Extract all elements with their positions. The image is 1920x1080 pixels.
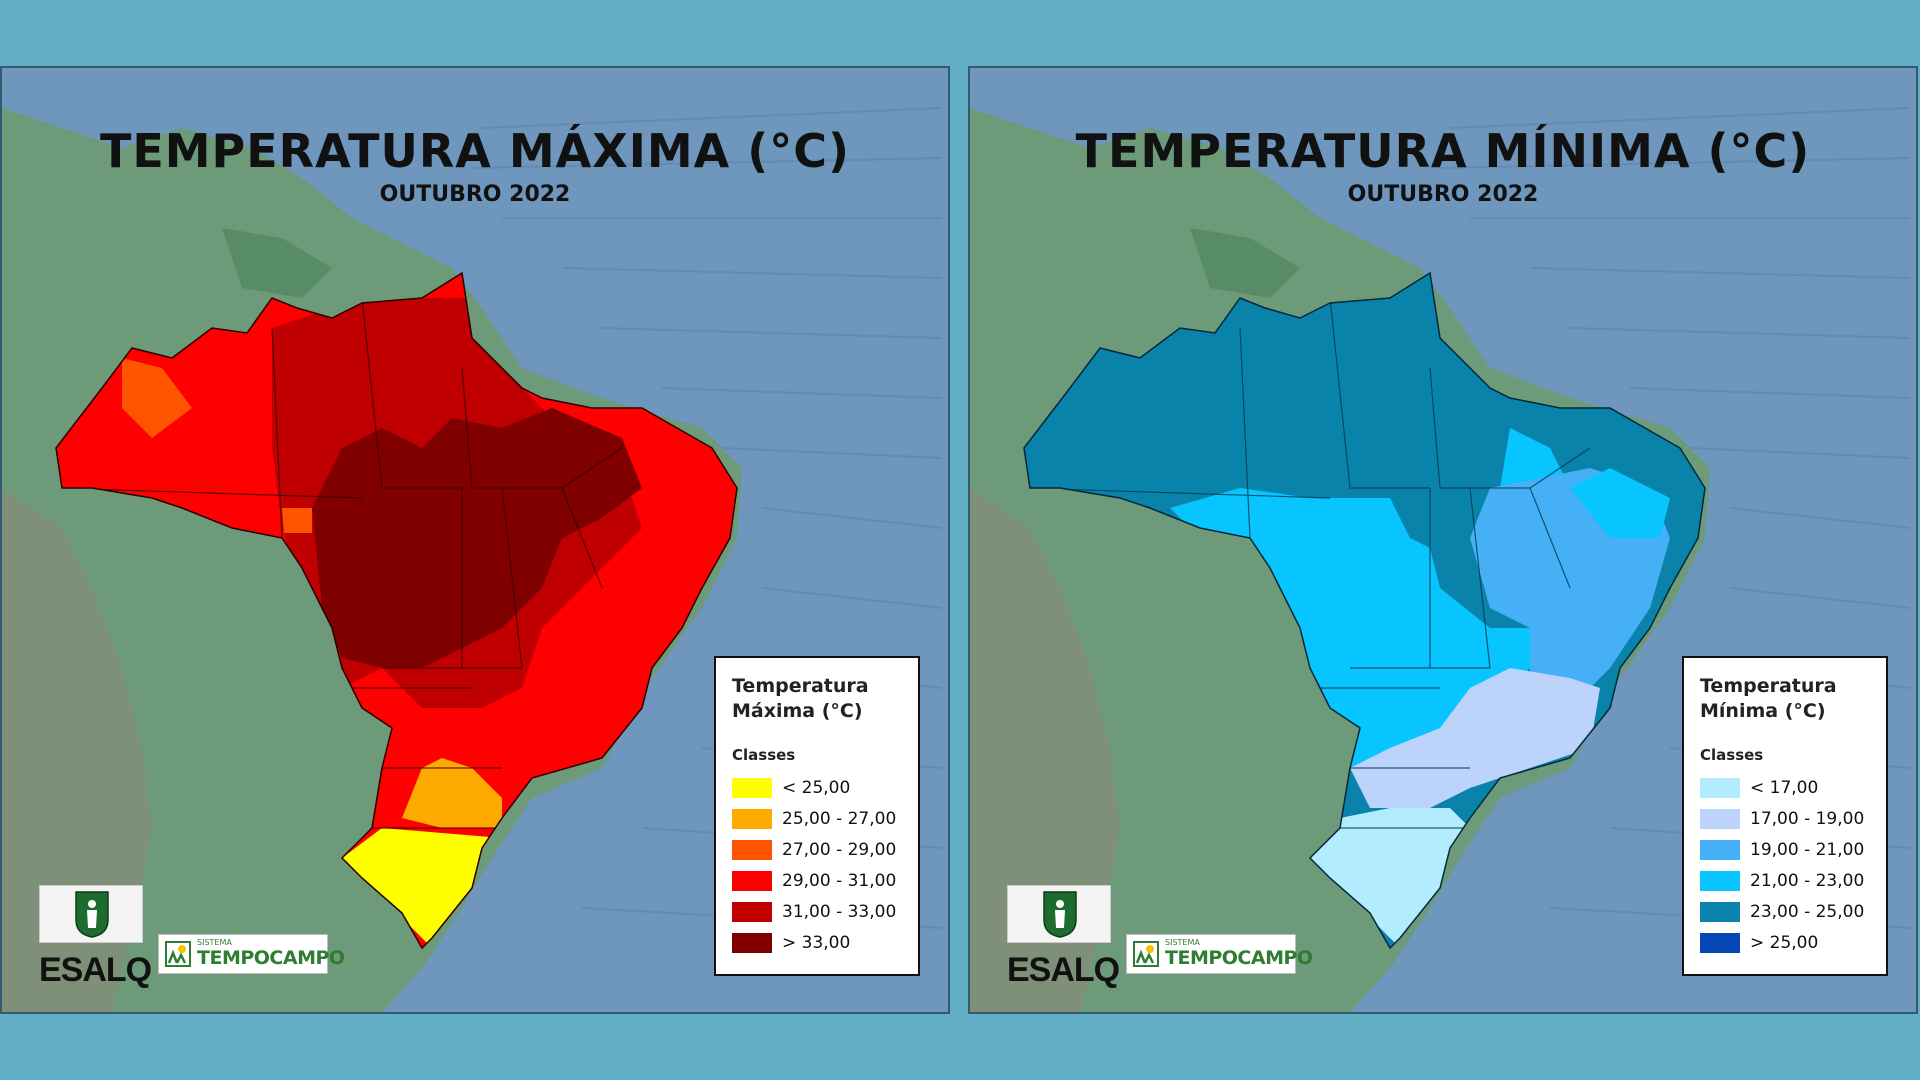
legend-swatch xyxy=(1700,932,1740,953)
legend-class-row: 27,00 - 29,00 xyxy=(732,834,904,865)
legend-swatch xyxy=(1700,839,1740,860)
legend-class-row: > 25,00 xyxy=(1700,927,1872,958)
zone-17-19 xyxy=(1350,668,1600,808)
esalq-emblem xyxy=(1007,885,1111,943)
min-temperature-map xyxy=(970,68,1916,1012)
legend-swatch xyxy=(1700,777,1740,798)
map-legend: Temperatura Mínima (°C) Classes < 17,00 … xyxy=(1682,656,1888,976)
shield-icon xyxy=(1043,891,1077,938)
legend-swatch xyxy=(732,870,772,891)
legend-class-label: 31,00 - 33,00 xyxy=(782,901,897,922)
legend-swatch xyxy=(732,839,772,860)
legend-class-label: 21,00 - 23,00 xyxy=(1750,870,1865,891)
state-boundaries xyxy=(56,297,623,829)
max-temperature-map-panel: TEMPERATURA MÁXIMA (°C) OUTUBRO 2022 Tem… xyxy=(0,66,950,1014)
legend-swatch xyxy=(732,932,772,953)
legend-class-row: 29,00 - 31,00 xyxy=(732,865,904,896)
brazil-outline xyxy=(1023,271,1706,950)
legend-class-label: < 17,00 xyxy=(1750,777,1819,798)
tempocampo-icon xyxy=(165,941,191,967)
zone-27-29 xyxy=(122,358,192,438)
map-subtitle: OUTUBRO 2022 xyxy=(1347,182,1539,207)
legend-class-row: 23,00 - 25,00 xyxy=(1700,896,1872,927)
legend-classes-label: Classes xyxy=(1700,746,1764,764)
brazil-outline xyxy=(55,271,738,950)
map-subtitle: OUTUBRO 2022 xyxy=(379,182,571,207)
zone-above-33 xyxy=(312,408,642,668)
legend-class-label: 19,00 - 21,00 xyxy=(1750,839,1865,860)
zone-25-27 xyxy=(402,758,502,828)
tempocampo-logo: SISTEMA TEMPOCAMPO xyxy=(1126,934,1313,974)
tempocampo-wordmark: TEMPOCAMPO xyxy=(197,947,345,969)
legend-class-label: 23,00 - 25,00 xyxy=(1750,901,1865,922)
legend-class-row: 17,00 - 19,00 xyxy=(1700,803,1872,834)
map-legend: Temperatura Máxima (°C) Classes < 25,00 … xyxy=(714,656,920,976)
esalq-wordmark: ESALQ xyxy=(39,951,152,989)
andes-relief xyxy=(970,488,1120,1012)
legend-class-row: 21,00 - 23,00 xyxy=(1700,865,1872,896)
legend-class-row: 25,00 - 27,00 xyxy=(732,803,904,834)
legend-class-label: 17,00 - 19,00 xyxy=(1750,808,1865,829)
tempocampo-small-text: SISTEMA xyxy=(197,938,232,947)
guiana-highlands xyxy=(222,228,332,298)
legend-swatch xyxy=(732,901,772,922)
legend-class-row: < 25,00 xyxy=(732,772,904,803)
legend-swatch xyxy=(1700,870,1740,891)
legend-class-label: > 33,00 xyxy=(782,932,851,953)
esalq-logo: ESALQ xyxy=(39,885,152,1003)
legend-class-label: 25,00 - 27,00 xyxy=(782,808,897,829)
andes-relief xyxy=(2,488,152,1012)
tempocampo-small-text: SISTEMA xyxy=(1165,938,1200,947)
esalq-emblem xyxy=(39,885,143,943)
legend-class-row: 31,00 - 33,00 xyxy=(732,896,904,927)
min-temperature-map-panel: TEMPERATURA MÍNIMA (°C) OUTUBRO 2022 Tem… xyxy=(968,66,1918,1014)
legend-title-line-2: Máxima (°C) xyxy=(732,700,863,722)
zone-21-23-coast xyxy=(1570,468,1670,538)
legend-title-line-2: Mínima (°C) xyxy=(1700,700,1826,722)
legend-swatch xyxy=(1700,808,1740,829)
legend-class-label: 27,00 - 29,00 xyxy=(782,839,897,860)
map-title: TEMPERATURA MÁXIMA (°C) xyxy=(99,124,851,178)
legend-class-row: 19,00 - 21,00 xyxy=(1700,834,1872,865)
legend-swatch xyxy=(732,777,772,798)
legend-class-label: 29,00 - 31,00 xyxy=(782,870,897,891)
legend-class-label: > 25,00 xyxy=(1750,932,1819,953)
tempocampo-icon xyxy=(1133,941,1159,967)
legend-class-row: < 17,00 xyxy=(1700,772,1872,803)
max-temperature-map xyxy=(2,68,948,1012)
shield-icon xyxy=(75,891,109,938)
esalq-logo: ESALQ xyxy=(1007,885,1120,1003)
legend-swatch xyxy=(732,808,772,829)
legend-class-row: > 33,00 xyxy=(732,927,904,958)
map-title: TEMPERATURA MÍNIMA (°C) xyxy=(1075,124,1811,178)
esalq-wordmark: ESALQ xyxy=(1007,951,1120,989)
tempocampo-logo: SISTEMA TEMPOCAMPO xyxy=(158,934,345,974)
legend-title-line-1: Temperatura xyxy=(1700,675,1837,697)
state-boundaries xyxy=(1024,297,1591,829)
legend-title-line-1: Temperatura xyxy=(732,675,869,697)
zone-27-29-spot xyxy=(282,508,312,533)
tempocampo-wordmark: TEMPOCAMPO xyxy=(1165,947,1313,969)
guiana-highlands xyxy=(1190,228,1300,298)
legend-swatch xyxy=(1700,901,1740,922)
legend-classes-label: Classes xyxy=(732,746,796,764)
legend-class-label: < 25,00 xyxy=(782,777,851,798)
